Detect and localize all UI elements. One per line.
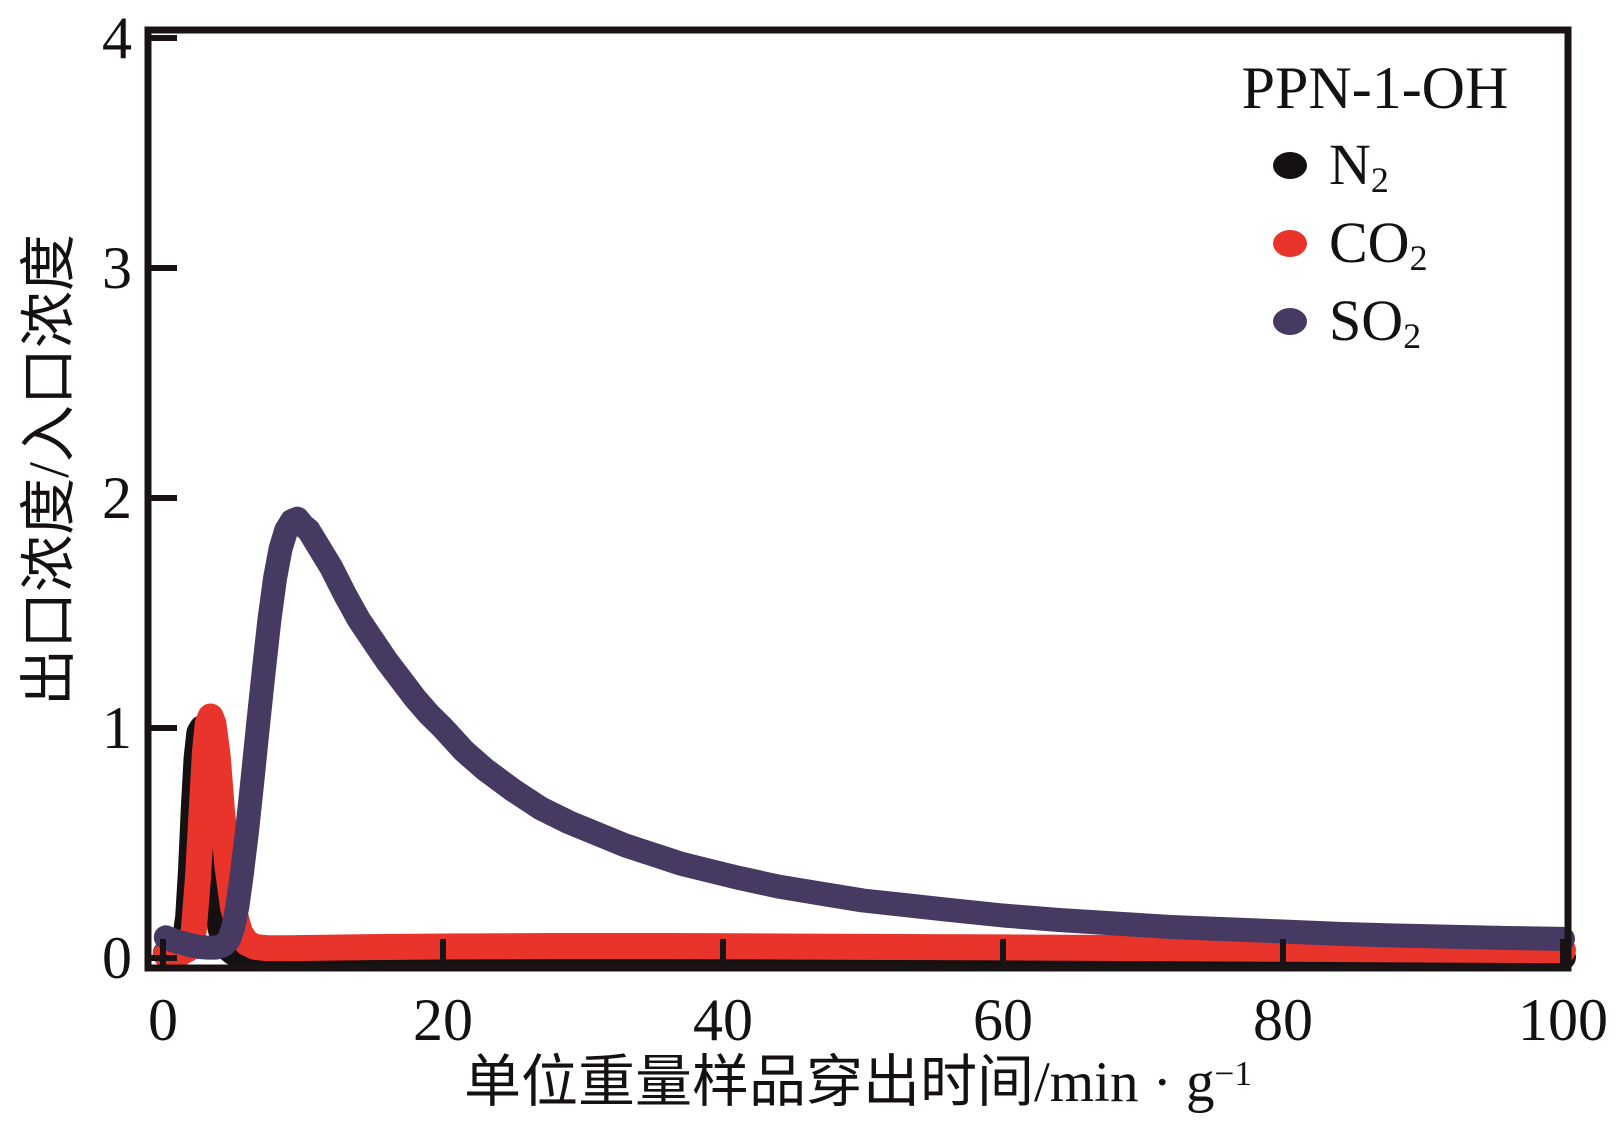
n2-marker-icon <box>1273 151 1307 179</box>
legend-label-so2-sub: 2 <box>1403 315 1422 356</box>
legend-label-n2-sub: 2 <box>1370 159 1389 200</box>
legend-label-n2-base: N <box>1329 131 1371 197</box>
so2-marker-icon <box>1273 307 1307 335</box>
legend-label-co2: CO2 <box>1329 210 1428 277</box>
y-axis-title: 出口浓度/入口浓度 <box>18 234 81 706</box>
legend-label-co2-base: CO <box>1329 209 1410 275</box>
x-tick-label-80: 80 <box>1253 987 1313 1053</box>
y-tick-label-4: 4 <box>102 5 132 71</box>
legend-entry-so2: SO2 <box>1273 288 1421 354</box>
x-axis-title: 单位重量样品穿出时间/min · g−1 <box>408 1050 1308 1116</box>
x-tick-label-100: 100 <box>1518 987 1608 1053</box>
x-tick-label-60: 60 <box>973 987 1033 1053</box>
x-axis-title-text: 单位重量样品穿出时间/min · g <box>463 1051 1215 1114</box>
legend-entry-co2: CO2 <box>1273 210 1428 276</box>
x-tick-label-40: 40 <box>693 987 753 1053</box>
co2-marker-icon <box>1273 229 1307 257</box>
x-tick-label-20: 20 <box>413 987 473 1053</box>
plot-frame <box>144 26 1572 972</box>
legend-label-so2: SO2 <box>1329 288 1421 355</box>
y-tick-label-0: 0 <box>102 925 132 991</box>
legend-title: PPN-1-OH <box>1241 55 1509 121</box>
y-tick-label-1: 1 <box>102 695 132 761</box>
y-tick-label-2: 2 <box>102 465 132 531</box>
legend-label-so2-base: SO <box>1329 287 1404 353</box>
legend-label-co2-sub: 2 <box>1409 237 1428 278</box>
x-tick-label-0: 0 <box>148 987 178 1053</box>
legend-entry-n2: N2 <box>1273 132 1389 198</box>
series-SO2-curve <box>153 506 1575 960</box>
legend-label-n2: N2 <box>1329 132 1389 199</box>
y-tick-label-3: 3 <box>102 235 132 301</box>
series-CO2-curve <box>152 703 1576 968</box>
x-axis-title-exponent: −1 <box>1214 1054 1253 1094</box>
